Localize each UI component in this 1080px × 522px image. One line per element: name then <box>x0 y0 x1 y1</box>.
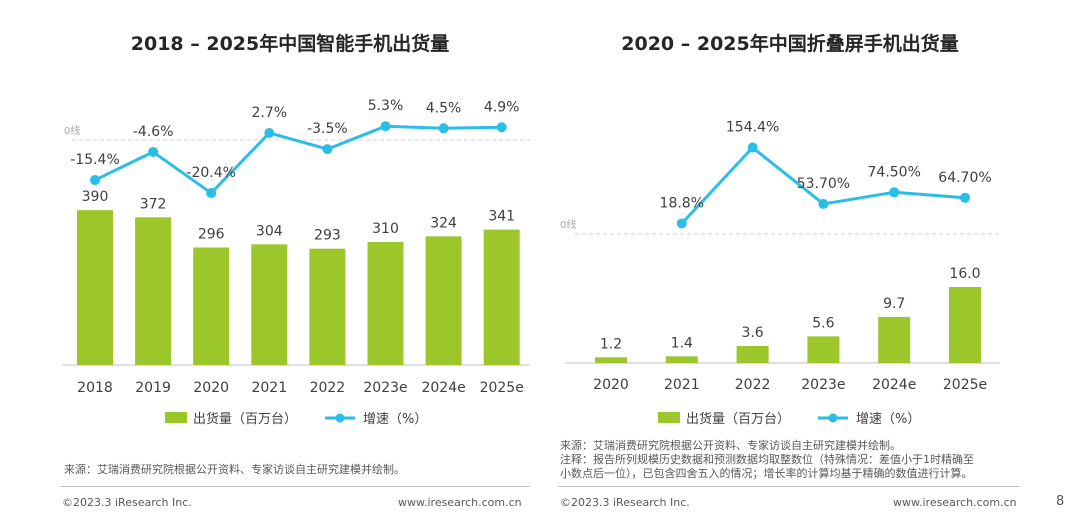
growth-label: 2.7% <box>252 105 288 121</box>
growth-point <box>747 142 758 153</box>
x-tick-label: 2023e <box>363 380 407 396</box>
legend-line-label: 增速（%） <box>363 412 427 427</box>
growth-point <box>960 192 970 203</box>
x-tick-label: 2024e <box>421 380 465 396</box>
legend-bar-label: 出货量（百万台） <box>193 411 297 427</box>
growth-label: 154.4% <box>726 120 779 136</box>
growth-label: 53.70% <box>797 176 850 192</box>
bar-label: 5.6 <box>812 315 834 331</box>
growth-label: 74.50% <box>868 164 921 180</box>
x-tick-label: 2018 <box>77 380 113 396</box>
bar-label: 372 <box>140 196 167 212</box>
copyright-right: ©2023.3 iResearch Inc. <box>560 496 690 509</box>
growth-label: 4.5% <box>426 100 462 116</box>
bar <box>665 356 698 363</box>
bar <box>595 357 627 363</box>
copyright-left: ©2023.3 iResearch Inc. <box>62 496 192 509</box>
bar-label: 390 <box>82 189 109 205</box>
legend-line-marker <box>828 413 838 423</box>
bar-label: 304 <box>256 223 283 239</box>
legend-bar-swatch <box>165 412 187 423</box>
x-tick-label: 2022 <box>735 377 771 393</box>
bar-label: 1.2 <box>600 336 622 352</box>
bar-label: 296 <box>198 226 225 242</box>
right-note-1: 注释：报告所列规模历史数据和预测数据均取整数位（特殊情况：差值小于1时精确至 <box>560 453 974 466</box>
x-tick-label: 2020 <box>193 380 229 396</box>
bar-label: 310 <box>372 221 399 237</box>
bar <box>807 336 840 363</box>
x-tick-label: 2025e <box>943 377 987 393</box>
growth-label: -20.4% <box>186 165 236 181</box>
growth-point <box>496 122 507 133</box>
growth-label: 5.3% <box>368 98 404 114</box>
right-source: 来源：艾瑞消费研究院根据公开资料、专家访谈自主研究建模并绘制。 <box>560 439 901 452</box>
url-left: www.iresearch.com.cn <box>398 496 522 509</box>
growth-point <box>90 175 100 186</box>
growth-point <box>206 188 217 199</box>
bar-label: 9.7 <box>883 296 905 312</box>
page-number: 8 <box>1056 494 1065 509</box>
bar <box>736 345 769 363</box>
growth-point <box>676 218 687 229</box>
bar <box>309 248 346 365</box>
right-divider <box>558 486 1020 487</box>
growth-point <box>148 146 159 157</box>
growth-point <box>380 121 391 132</box>
bar-label: 1.4 <box>671 335 693 351</box>
bar <box>949 287 981 363</box>
bar <box>425 236 462 365</box>
bar <box>483 229 520 365</box>
growth-label: 64.70% <box>938 170 991 186</box>
growth-point <box>818 198 829 209</box>
bar-label: 293 <box>314 228 341 244</box>
left-divider <box>60 486 530 487</box>
growth-point <box>889 187 900 198</box>
left-source: 来源：艾瑞消费研究院根据公开资料、专家访谈自主研究建模并绘制。 <box>64 463 405 476</box>
chart-title: 2020 – 2025年中国折叠屏手机出货量 <box>621 32 959 55</box>
growth-label: -3.5% <box>307 121 348 137</box>
bar <box>193 247 230 365</box>
growth-label: 4.9% <box>484 99 520 115</box>
x-tick-label: 2019 <box>135 380 171 396</box>
bar <box>135 217 172 365</box>
bar-label: 324 <box>430 215 457 231</box>
bar <box>878 316 911 363</box>
x-tick-label: 2021 <box>251 380 287 396</box>
x-tick-label: 2020 <box>593 377 629 393</box>
right-note-2: 小数点后一位），已包含四舍五入的情况；增长率的计算均基于精确的数值进行计算。 <box>560 467 973 480</box>
growth-point <box>264 127 275 138</box>
x-tick-label: 2022 <box>310 380 346 396</box>
bar <box>367 241 404 365</box>
legend-line-marker <box>335 413 345 423</box>
bar-label: 341 <box>488 209 515 225</box>
growth-point <box>322 144 333 155</box>
legend-bar-label: 出货量（百万台） <box>686 411 790 427</box>
x-tick-label: 2025e <box>480 380 524 396</box>
bar <box>251 244 288 365</box>
growth-label: -4.6% <box>133 124 174 140</box>
growth-point <box>438 123 449 134</box>
growth-label: -15.4% <box>70 152 120 168</box>
x-tick-label: 2021 <box>664 377 700 393</box>
zero-line-label: 0线 <box>64 124 80 137</box>
growth-label: 18.8% <box>660 195 704 211</box>
url-right: www.iresearch.com.cn <box>893 496 1017 509</box>
legend-bar-swatch <box>658 412 680 423</box>
x-tick-label: 2024e <box>872 377 916 393</box>
legend-line-label: 增速（%） <box>856 412 920 427</box>
bar <box>77 210 113 365</box>
zero-line-label: 0线 <box>560 218 576 231</box>
bar-label: 16.0 <box>949 266 980 282</box>
x-tick-label: 2023e <box>801 377 845 393</box>
bar-label: 3.6 <box>741 325 763 341</box>
chart-title: 2018 – 2025年中国智能手机出货量 <box>131 32 450 55</box>
growth-line <box>94 124 502 196</box>
